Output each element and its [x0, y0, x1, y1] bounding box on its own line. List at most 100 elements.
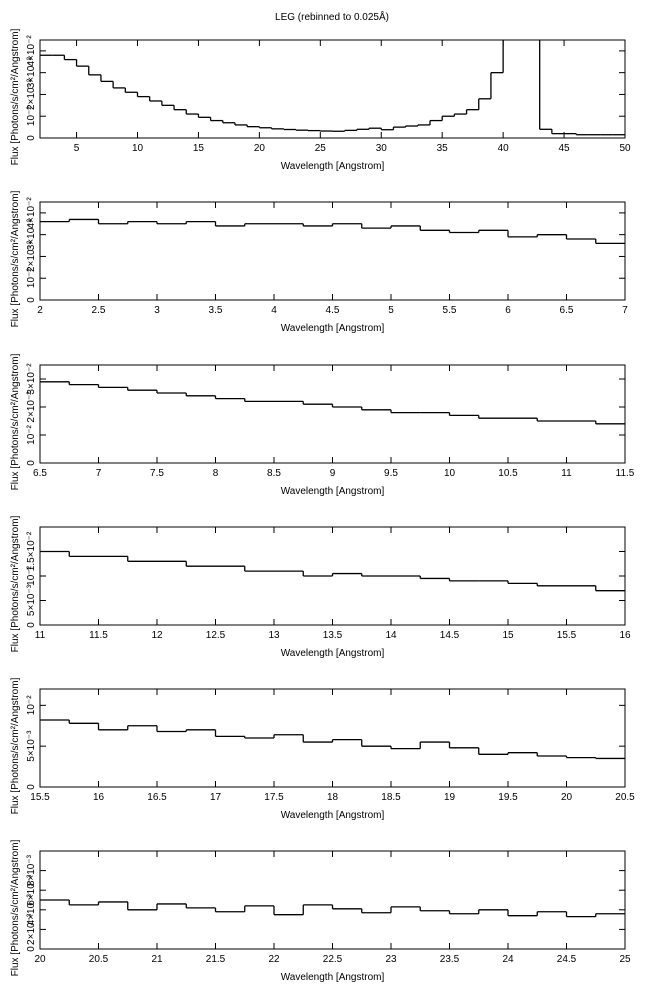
y-tick-label: 3×10⁻²	[26, 363, 37, 395]
spectrum	[40, 550, 625, 592]
x-axis-label: Wavelength [Angstrom]	[281, 323, 385, 334]
x-tick-label: 12	[151, 630, 163, 641]
x-tick-label: 40	[498, 143, 510, 154]
y-axis-label: Flux [Photons/s/cm²/Angstrom]	[10, 839, 21, 976]
y-tick-label: 2×10⁻²	[26, 391, 37, 423]
y-tick-label: 5×10⁻³	[26, 584, 37, 616]
x-tick-label: 11	[561, 468, 572, 479]
plot-frame	[39, 364, 626, 464]
x-tick-label: 25	[619, 954, 631, 965]
spectrum	[40, 719, 625, 760]
x-tick-label: 45	[559, 143, 571, 154]
y-axis-label: Flux [Photons/s/cm²/Angstrom]	[10, 190, 21, 327]
x-tick-label: 8.5	[267, 468, 281, 479]
x-tick-label: 11	[35, 630, 46, 641]
x-tick-label: 35	[437, 143, 449, 154]
x-tick-label: 9	[330, 468, 336, 479]
x-tick-label: 12.5	[206, 630, 226, 641]
x-tick-label: 24	[502, 954, 514, 965]
y-tick-label: 10⁻²	[26, 695, 37, 715]
plot-frame	[39, 201, 626, 301]
y-tick-label: 1.5×10⁻²	[26, 531, 37, 571]
x-tick-label: 14.5	[440, 630, 460, 641]
x-tick-label: 6.5	[560, 305, 574, 316]
x-tick-label: 23	[385, 954, 397, 965]
x-tick-label: 6	[505, 305, 511, 316]
x-tick-label: 15	[193, 143, 205, 154]
x-tick-label: 5	[74, 143, 80, 154]
y-tick-label: 5×10⁻³	[26, 730, 37, 762]
x-axis-label: Wavelength [Angstrom]	[281, 648, 385, 659]
y-tick-label: 4×10⁻²	[26, 197, 37, 229]
x-tick-label: 10.5	[498, 468, 518, 479]
x-axis-label: Wavelength [Angstrom]	[281, 486, 385, 497]
chart-title: LEG (rebinned to 0.025Å)	[275, 10, 389, 23]
x-tick-label: 16	[619, 630, 631, 641]
x-tick-label: 11.5	[616, 468, 635, 479]
x-tick-label: 7	[622, 305, 628, 316]
x-tick-label: 8	[213, 468, 219, 479]
x-tick-label: 3.5	[209, 305, 223, 316]
y-tick-label: 4×10⁻³	[26, 894, 37, 926]
x-tick-label: 13.5	[323, 630, 343, 641]
x-tick-label: 22	[268, 954, 280, 965]
x-tick-label: 4	[271, 305, 277, 316]
x-tick-label: 19	[444, 792, 456, 803]
y-tick-label: 0	[26, 460, 37, 466]
spectrum	[40, 40, 625, 136]
panel: 2 2.5 3 3.5 4 4.5 5 5.5 6 6.5 7 0 10⁻²2×10⁻²3×10⁻²4×…	[10, 190, 628, 334]
x-tick-label: 16	[93, 792, 105, 803]
x-tick-label: 15.5	[30, 792, 50, 803]
y-tick-label: 10⁻²	[26, 424, 37, 444]
x-tick-label: 13	[268, 630, 280, 641]
y-tick-label: 10⁻²	[26, 106, 37, 126]
x-tick-label: 16.5	[147, 792, 167, 803]
plot-frame	[39, 688, 626, 788]
x-tick-label: 21.5	[206, 954, 226, 965]
x-tick-label: 24.5	[557, 954, 577, 965]
y-tick-label: 3×10⁻²	[26, 218, 37, 250]
x-tick-label: 2.5	[92, 305, 106, 316]
y-tick-label: 0	[26, 622, 37, 628]
x-tick-label: 20	[561, 792, 573, 803]
panel: 20 20.5 21 21.5 22 22.5 23 23.5 24 24.5 25 02×10⁻³4…	[10, 839, 631, 983]
x-tick-label: 22.5	[323, 954, 343, 965]
x-tick-label: 20.5	[615, 792, 635, 803]
x-tick-label: 2	[37, 305, 43, 316]
x-tick-label: 20	[254, 143, 266, 154]
x-tick-label: 30	[376, 143, 388, 154]
y-tick-label: 6×10⁻³	[26, 874, 37, 906]
plot-frame	[39, 850, 626, 950]
y-tick-label: 10⁻²	[26, 565, 37, 585]
x-tick-label: 17.5	[264, 792, 284, 803]
x-tick-label: 7.5	[150, 468, 164, 479]
y-tick-label: 8×10⁻³	[26, 854, 37, 886]
y-axis-label: Flux [Photons/s/cm²/Angstrom]	[10, 353, 21, 490]
y-axis-label: Flux [Photons/s/cm²/Angstrom]	[10, 677, 21, 814]
x-tick-label: 18.5	[381, 792, 401, 803]
y-axis-label: Flux [Photons/s/cm²/Angstrom]	[10, 515, 21, 652]
x-tick-label: 10	[132, 143, 144, 154]
y-tick-label: 2×10⁻³	[26, 913, 37, 945]
y-axis-label: Flux [Photons/s/cm²/Angstrom]	[10, 28, 21, 165]
panel: 11 11.5 12 12.5 13 13.5 14 14.5 15 15.5 1605×10⁻³1…	[10, 515, 631, 659]
x-axis-label: Wavelength [Angstrom]	[281, 810, 385, 821]
y-tick-label: 0	[26, 784, 37, 790]
x-tick-label: 25	[315, 143, 327, 154]
x-tick-label: 15.5	[557, 630, 577, 641]
x-tick-label: 3	[154, 305, 160, 316]
x-tick-label: 21	[151, 954, 163, 965]
x-tick-label: 6.5	[33, 468, 47, 479]
y-tick-label: 2×10⁻²	[26, 78, 37, 110]
x-tick-label: 10	[444, 468, 456, 479]
x-tick-label: 9.5	[384, 468, 398, 479]
plot-frame	[39, 39, 626, 139]
x-tick-label: 11.5	[89, 630, 108, 641]
panel: 6.5 7 7.5 8 8.5 9 9.5 10 10.5 11 11.5 0 10⁻²2×10⁻²3×…	[10, 353, 635, 497]
y-tick-label: 0	[26, 946, 37, 952]
panel: 5 10 15 20 25 30 35 40 45 50 0 10⁻²2×10⁻²3×10⁻²4×10…	[10, 28, 631, 172]
spectrum	[40, 218, 625, 245]
y-tick-label: 2×10⁻²	[26, 240, 37, 272]
